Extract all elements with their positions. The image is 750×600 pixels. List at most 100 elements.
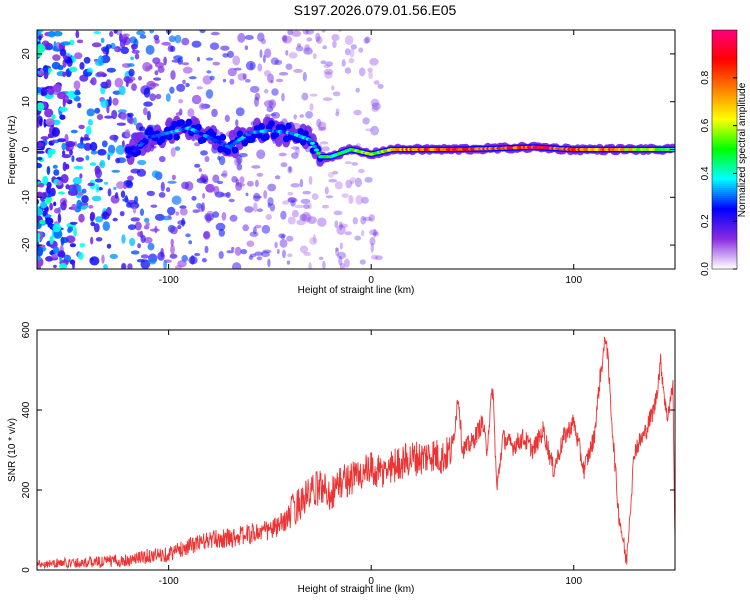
noise-blob <box>359 259 366 265</box>
noise-blob <box>232 262 242 269</box>
noise-blob <box>159 156 166 163</box>
noise-blob <box>94 107 101 114</box>
noise-blob <box>305 30 314 35</box>
colorbar-segment <box>712 99 737 103</box>
noise-blob <box>303 47 313 55</box>
noise-blob <box>136 258 145 263</box>
noise-blob <box>253 202 258 213</box>
noise-blob <box>76 199 82 210</box>
noise-blob <box>136 168 147 177</box>
noise-blob <box>64 133 69 144</box>
noise-blob <box>87 119 93 126</box>
colorbar-segment <box>712 221 737 224</box>
noise-blob <box>210 31 220 36</box>
colorbar-segment <box>712 235 737 238</box>
noise-blob <box>236 154 243 165</box>
noise-blob <box>315 32 321 42</box>
colorbar-segment <box>712 267 737 270</box>
noise-blob <box>365 128 373 132</box>
noise-blob <box>148 257 157 265</box>
noise-blob <box>257 32 265 42</box>
track-body <box>263 133 270 141</box>
noise-blob <box>58 191 65 195</box>
noise-blob <box>79 62 85 70</box>
track-body <box>231 146 239 154</box>
track-body <box>258 123 265 130</box>
noise-blob <box>307 216 317 225</box>
colorbar-segment <box>712 191 737 194</box>
noise-blob <box>181 37 190 46</box>
noise-blob <box>133 38 139 48</box>
noise-blob <box>325 195 334 199</box>
colorbar-segment <box>712 117 737 121</box>
noise-blob <box>291 146 300 150</box>
noise-blob <box>175 112 182 116</box>
noise-blob <box>130 217 140 222</box>
noise-blob <box>151 170 160 178</box>
noise-blob <box>344 48 351 56</box>
noise-blob <box>59 48 67 57</box>
noise-blob <box>303 204 310 210</box>
noise-blob <box>369 237 376 246</box>
noise-blob <box>44 108 54 118</box>
noise-blob <box>169 253 178 259</box>
noise-blob <box>125 78 134 84</box>
noise-blob <box>318 256 324 260</box>
colorbar-segment <box>712 253 737 256</box>
noise-blob <box>140 235 146 243</box>
colorbar-segment <box>712 53 737 57</box>
noise-blob <box>371 102 381 111</box>
noise-blob <box>245 192 249 197</box>
noise-blob <box>333 210 343 216</box>
colorbar-segment <box>712 149 737 153</box>
noise-blob <box>104 115 114 119</box>
noise-blob <box>122 198 129 202</box>
colorbar-segment <box>712 30 737 33</box>
colorbar-segment <box>712 215 737 218</box>
noise-blob <box>325 61 334 67</box>
noise-blob <box>127 63 135 67</box>
colorbar-segment <box>712 251 737 254</box>
noise-blob <box>350 44 357 50</box>
noise-blob <box>38 182 45 188</box>
noise-blob <box>59 262 68 269</box>
track-body <box>295 136 302 144</box>
noise-blob <box>194 252 201 257</box>
noise-blob <box>85 155 90 161</box>
noise-blob <box>238 152 248 158</box>
noise-blob <box>364 176 373 183</box>
colorbar-segment <box>712 37 737 41</box>
track-body <box>297 128 304 136</box>
noise-blob <box>53 208 61 214</box>
colorbar-segment <box>712 157 737 161</box>
noise-blob <box>209 75 215 81</box>
colorbar-segment <box>712 89 737 93</box>
noise-blob <box>191 94 202 105</box>
colorbar-segment <box>712 127 737 131</box>
noise-blob <box>308 203 312 210</box>
noise-blob <box>187 108 195 118</box>
noise-blob <box>363 37 370 44</box>
noise-blob <box>218 229 225 237</box>
noise-blob <box>153 77 162 81</box>
noise-blob <box>118 85 126 96</box>
noise-blob <box>158 192 166 198</box>
noise-blob <box>39 235 44 240</box>
noise-blob <box>79 173 83 179</box>
noise-blob <box>101 46 110 52</box>
colorbar-segment <box>712 159 737 163</box>
noise-blob <box>316 118 322 128</box>
noise-blob <box>290 183 301 188</box>
noise-blob <box>276 78 284 83</box>
noise-blob <box>218 155 226 166</box>
colorbar-segment <box>712 207 737 210</box>
noise-blob <box>227 67 237 77</box>
noise-blob <box>62 150 66 156</box>
noise-blob <box>234 246 242 256</box>
noise-blob <box>46 186 52 194</box>
noise-blob <box>323 68 334 75</box>
colorbar-segment <box>712 161 737 165</box>
noise-blob <box>99 159 106 169</box>
noise-blob <box>80 137 91 141</box>
noise-blob <box>309 93 318 97</box>
